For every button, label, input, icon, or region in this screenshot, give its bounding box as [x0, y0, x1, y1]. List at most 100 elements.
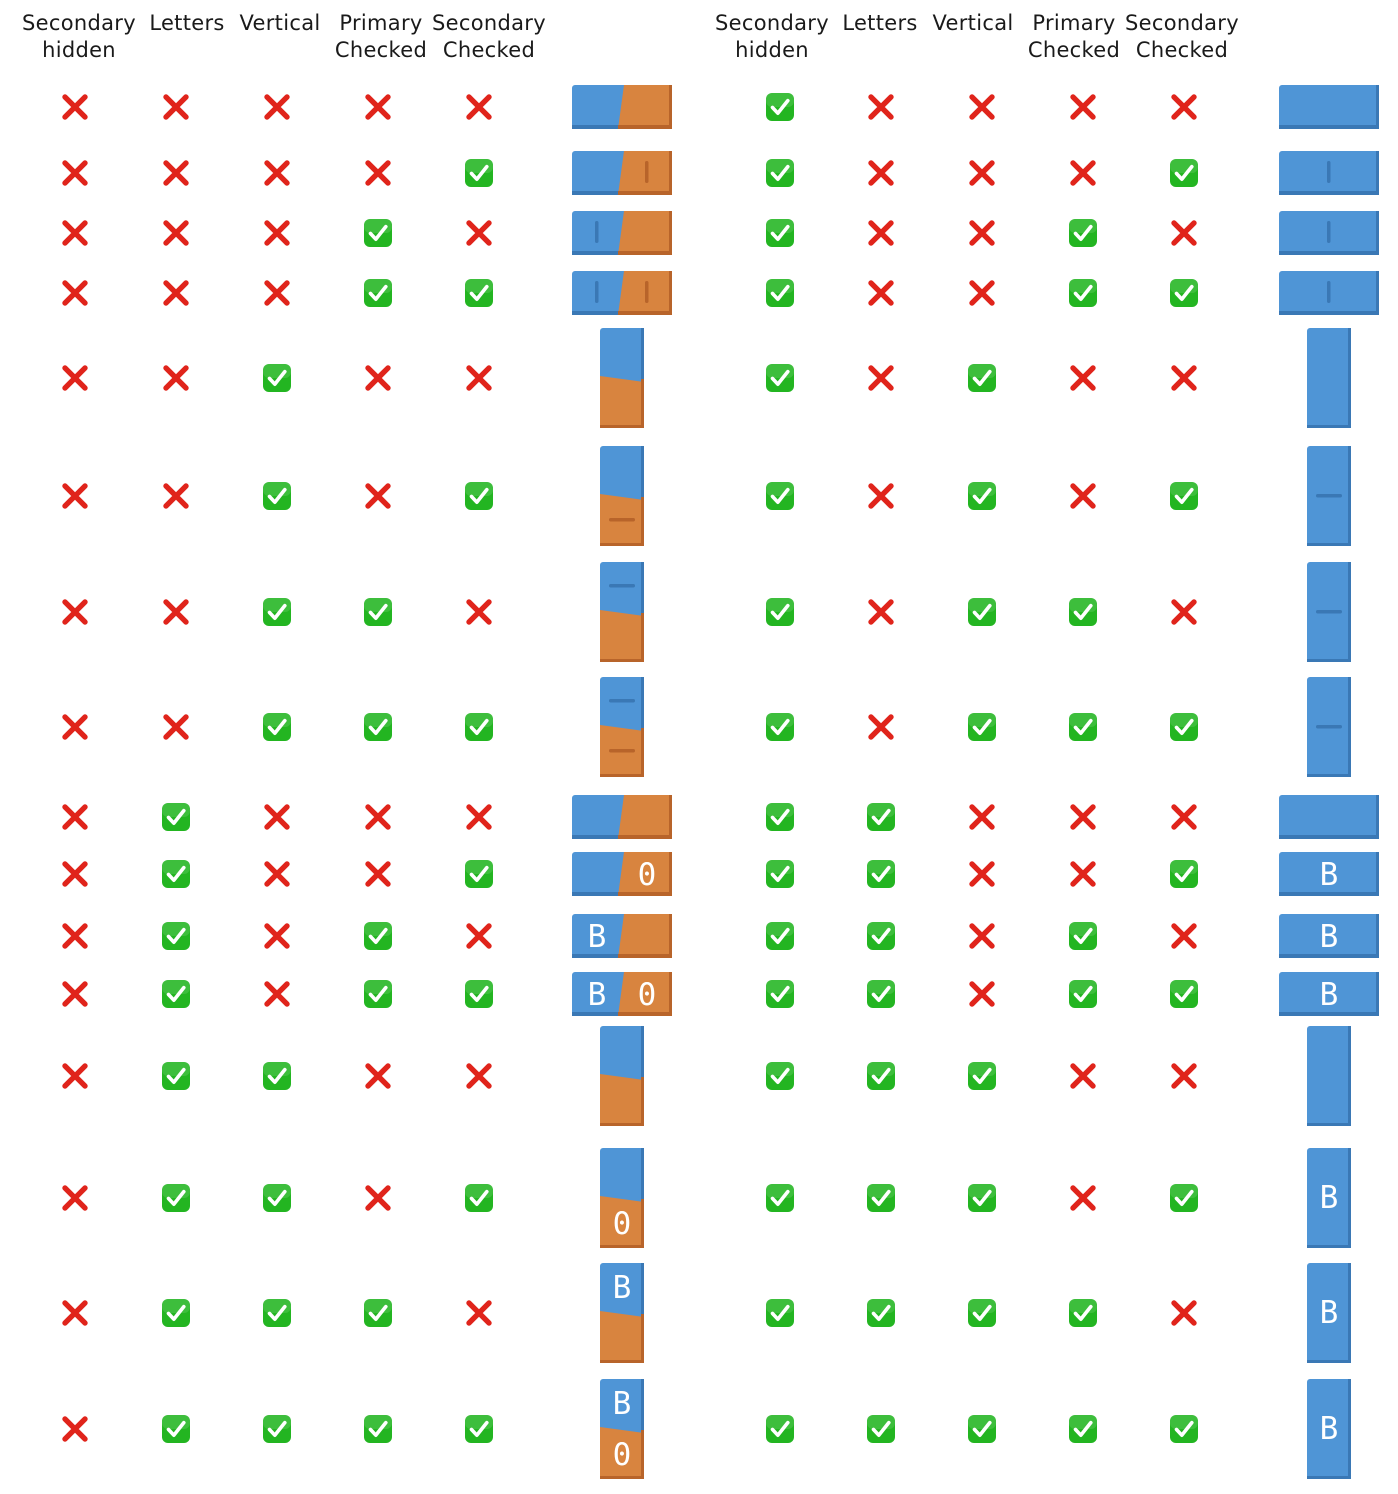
cross-mark-icon — [866, 278, 896, 308]
cross-mark-icon — [60, 712, 90, 742]
horizontal-toggle-bar — [572, 151, 672, 195]
cross-mark-icon — [464, 363, 494, 393]
vertical-toggle-bar — [1307, 1026, 1351, 1126]
vertical-toggle-bar — [1307, 446, 1351, 546]
primary-letter-label: B — [588, 977, 607, 1013]
vertical-toggle-bar — [1307, 562, 1351, 662]
check-mark-button-icon — [765, 1183, 795, 1213]
cross-mark-icon — [262, 278, 292, 308]
horizontal-toggle-bar: B — [1279, 972, 1379, 1016]
cross-mark-icon — [161, 92, 191, 122]
check-mark-button-icon — [765, 1061, 795, 1091]
check-mark-button-icon — [765, 278, 795, 308]
cross-mark-icon — [363, 481, 393, 511]
header-secondary-checked: Secondary Checked — [432, 11, 546, 62]
check-mark-button-icon — [363, 218, 393, 248]
check-mark-button-icon — [765, 921, 795, 951]
cross-mark-icon — [161, 218, 191, 248]
cross-mark-icon — [60, 1183, 90, 1213]
cross-mark-icon — [1068, 158, 1098, 188]
vertical-toggle-bar: B — [1307, 1148, 1351, 1248]
check-mark-button-icon — [464, 1183, 494, 1213]
cross-mark-icon — [161, 158, 191, 188]
check-mark-button-icon — [765, 363, 795, 393]
cross-mark-icon — [866, 712, 896, 742]
check-mark-button-icon — [1169, 1183, 1199, 1213]
primary-letter-label: B — [1320, 1295, 1339, 1331]
horizontal-toggle-bar — [572, 211, 672, 255]
cross-mark-icon — [262, 859, 292, 889]
cross-mark-icon — [464, 802, 494, 832]
check-mark-button-icon — [967, 1298, 997, 1328]
check-mark-button-icon — [262, 363, 292, 393]
cross-mark-icon — [1169, 92, 1199, 122]
header-vertical: Vertical — [932, 11, 1014, 35]
check-mark-button-icon — [1169, 278, 1199, 308]
check-mark-button-icon — [866, 1298, 896, 1328]
horizontal-toggle-bar — [1279, 271, 1379, 315]
header-letters: Letters — [842, 11, 918, 35]
check-mark-button-icon — [967, 597, 997, 627]
cross-mark-icon — [161, 363, 191, 393]
cross-mark-icon — [262, 802, 292, 832]
cross-mark-icon — [1169, 1298, 1199, 1328]
cross-mark-icon — [967, 802, 997, 832]
cross-mark-icon — [1068, 802, 1098, 832]
cross-mark-icon — [464, 218, 494, 248]
check-mark-button-icon — [765, 218, 795, 248]
check-mark-button-icon — [464, 979, 494, 1009]
vertical-toggle-bar: B — [1307, 1263, 1351, 1363]
check-mark-button-icon — [363, 921, 393, 951]
check-mark-button-icon — [1169, 712, 1199, 742]
cross-mark-icon — [60, 597, 90, 627]
cross-mark-icon — [60, 278, 90, 308]
vertical-toggle-bar — [600, 1026, 644, 1126]
cross-mark-icon — [60, 363, 90, 393]
check-mark-button-icon — [765, 92, 795, 122]
check-mark-button-icon — [262, 1414, 292, 1444]
cross-mark-icon — [464, 1061, 494, 1091]
cross-mark-icon — [60, 92, 90, 122]
check-mark-button-icon — [161, 859, 191, 889]
cross-mark-icon — [464, 92, 494, 122]
check-mark-button-icon — [765, 859, 795, 889]
cross-mark-icon — [60, 979, 90, 1009]
primary-letter-label: B — [1320, 857, 1339, 893]
cross-mark-icon — [161, 481, 191, 511]
cross-mark-icon — [464, 1298, 494, 1328]
cross-mark-icon — [866, 158, 896, 188]
cross-mark-icon — [60, 1061, 90, 1091]
check-mark-button-icon — [161, 1414, 191, 1444]
primary-letter-label: B — [613, 1270, 632, 1306]
cross-mark-icon — [967, 158, 997, 188]
check-mark-button-icon — [1068, 1414, 1098, 1444]
header-secondary-checked: Secondary Checked — [1125, 11, 1239, 62]
cross-mark-icon — [60, 218, 90, 248]
secondary-letter-label: 0 — [638, 857, 657, 893]
check-mark-button-icon — [262, 1061, 292, 1091]
check-mark-button-icon — [161, 1061, 191, 1091]
check-mark-button-icon — [967, 712, 997, 742]
cross-mark-icon — [60, 1414, 90, 1444]
check-mark-button-icon — [967, 1414, 997, 1444]
check-mark-button-icon — [967, 1183, 997, 1213]
secondary-letter-label: 0 — [613, 1206, 632, 1242]
header-secondary-hidden: Secondary hidden — [22, 11, 136, 62]
check-mark-button-icon — [363, 597, 393, 627]
cross-mark-icon — [1169, 363, 1199, 393]
vertical-toggle-bar — [600, 677, 644, 777]
cross-mark-icon — [363, 1061, 393, 1091]
check-mark-button-icon — [1068, 1298, 1098, 1328]
vertical-toggle-bar — [600, 562, 644, 662]
horizontal-toggle-bar — [572, 271, 672, 315]
check-mark-button-icon — [363, 278, 393, 308]
cross-mark-icon — [1068, 92, 1098, 122]
horizontal-toggle-bar — [1279, 151, 1379, 195]
check-mark-button-icon — [1169, 158, 1199, 188]
check-mark-button-icon — [1169, 481, 1199, 511]
horizontal-toggle-bar: B — [1279, 914, 1379, 958]
check-mark-button-icon — [967, 1061, 997, 1091]
check-mark-button-icon — [464, 278, 494, 308]
cross-mark-icon — [262, 158, 292, 188]
